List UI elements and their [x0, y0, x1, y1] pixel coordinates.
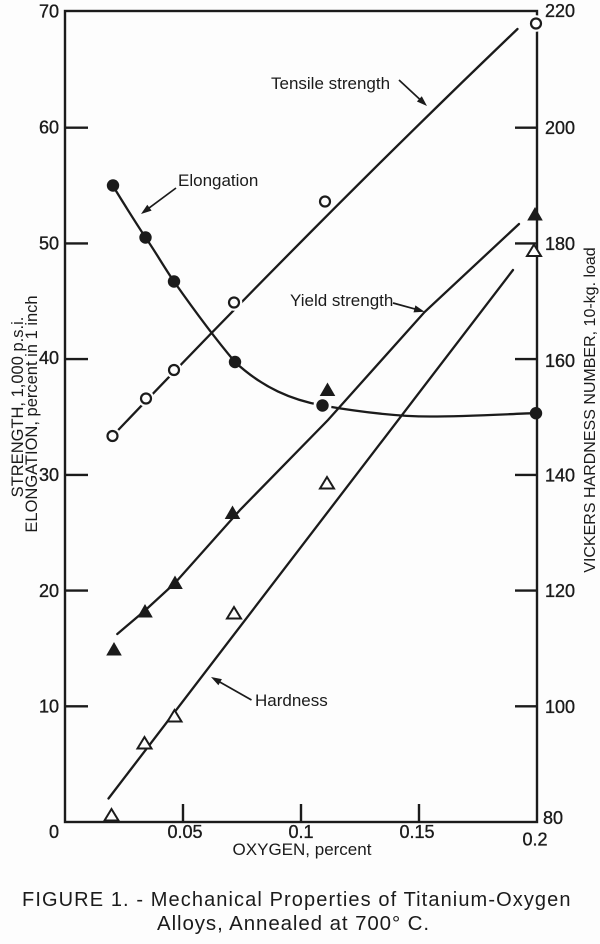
svg-text:0.05: 0.05 — [167, 822, 202, 842]
svg-text:60: 60 — [39, 118, 59, 138]
svg-text:Hardness: Hardness — [255, 691, 328, 710]
svg-text:STRENGTH, 1,000 p.s.i.: STRENGTH, 1,000 p.s.i. — [9, 317, 27, 498]
svg-text:180: 180 — [545, 234, 575, 254]
svg-text:Yield strength: Yield strength — [290, 291, 393, 310]
svg-text:100: 100 — [545, 697, 575, 717]
svg-text:120: 120 — [545, 581, 575, 601]
svg-text:10: 10 — [39, 697, 59, 717]
svg-text:80: 80 — [543, 808, 563, 828]
svg-text:50: 50 — [39, 234, 59, 254]
svg-text:160: 160 — [545, 351, 575, 371]
svg-text:0.15: 0.15 — [399, 822, 434, 842]
svg-text:Elongation: Elongation — [178, 171, 258, 190]
svg-text:220: 220 — [545, 1, 575, 21]
svg-text:ELONGATION, percent in 1 inch: ELONGATION, percent in 1 inch — [23, 295, 41, 532]
svg-text:VICKERS HARDNESS NUMBER, 10-kg: VICKERS HARDNESS NUMBER, 10-kg. load — [582, 247, 599, 572]
svg-text:20: 20 — [39, 581, 59, 601]
svg-text:FIGURE 1. - Mechanical Propert: FIGURE 1. - Mechanical Properties of Tit… — [22, 889, 572, 911]
svg-text:140: 140 — [545, 465, 575, 485]
svg-text:30: 30 — [39, 465, 59, 485]
svg-text:0.2: 0.2 — [522, 830, 547, 850]
svg-text:200: 200 — [545, 118, 575, 138]
svg-text:40: 40 — [39, 348, 59, 368]
svg-text:0: 0 — [49, 822, 59, 842]
svg-text:Tensile strength: Tensile strength — [271, 74, 390, 93]
svg-text:0.1: 0.1 — [288, 822, 313, 842]
svg-text:Alloys, Annealed at 700° C.: Alloys, Annealed at 700° C. — [157, 912, 430, 935]
svg-text:70: 70 — [39, 2, 59, 22]
svg-text:OXYGEN, percent: OXYGEN, percent — [233, 840, 372, 859]
